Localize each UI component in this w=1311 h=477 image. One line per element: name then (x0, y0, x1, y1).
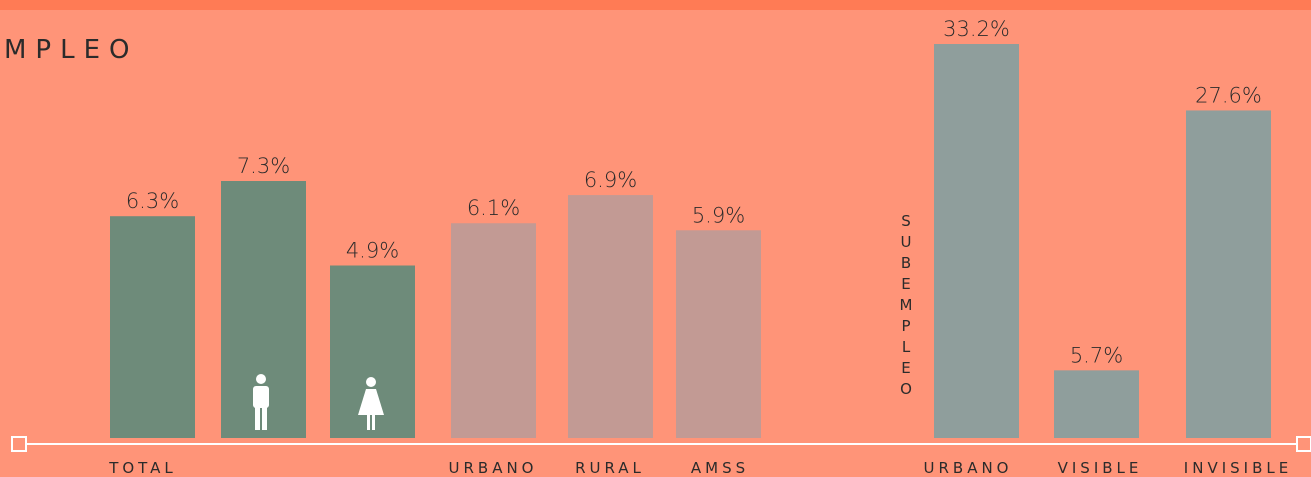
category-label: VISIBLE (1058, 459, 1143, 477)
value-label: 5.7% (1070, 343, 1123, 367)
value-label: 6.9% (584, 168, 637, 192)
category-label: URBANO (924, 459, 1013, 477)
value-label: 6.3% (126, 189, 179, 213)
category-label: INVISIBLE (1184, 459, 1292, 477)
axis-end (1296, 436, 1311, 452)
bar (451, 223, 536, 438)
bar (568, 195, 653, 438)
value-label: 4.9% (346, 238, 399, 262)
bar (934, 44, 1019, 438)
category-label: TOTAL (108, 459, 177, 477)
value-label: 6.1% (467, 196, 520, 220)
vertical-label: SUBEMPLEO (897, 212, 915, 401)
bar (1054, 370, 1139, 438)
value-label: 5.9% (692, 203, 745, 227)
axis-end (11, 436, 27, 452)
value-label: 7.3% (237, 154, 290, 178)
value-label: 33.2% (943, 17, 1010, 41)
man-icon (253, 374, 269, 430)
bar (676, 230, 761, 438)
value-label: 27.6% (1195, 83, 1262, 107)
title: MPLEO (4, 35, 139, 65)
woman-icon (358, 377, 384, 430)
bar (110, 216, 195, 438)
bar (1186, 110, 1271, 439)
category-label: URBANO (449, 459, 538, 477)
category-label: RURAL (575, 459, 645, 477)
category-label: AMSS (691, 459, 749, 477)
top-strip (0, 0, 1311, 10)
